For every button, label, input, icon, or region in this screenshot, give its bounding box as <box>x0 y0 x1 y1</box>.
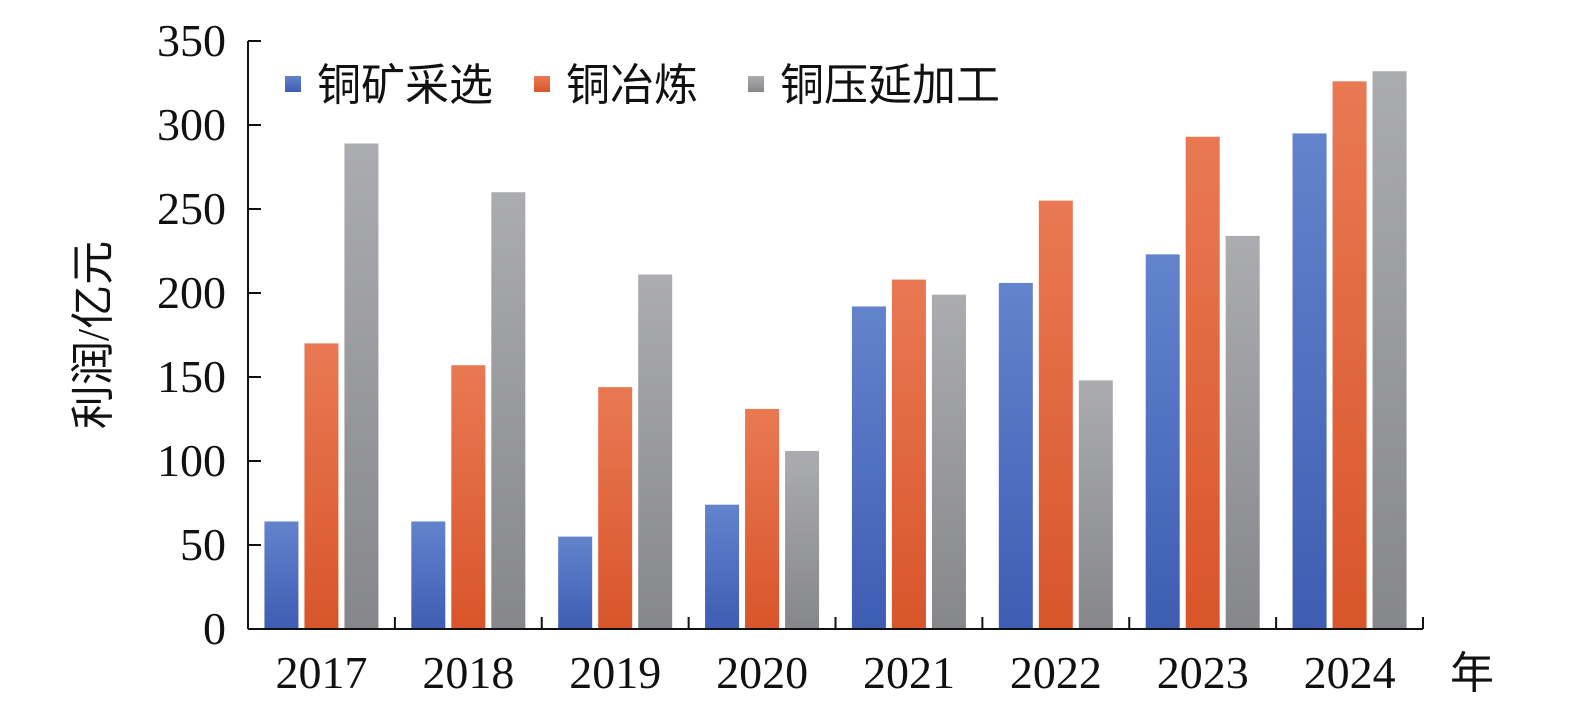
bar-铜压延加工-2019 <box>638 274 673 629</box>
x-tick-label: 2019 <box>569 647 661 698</box>
bar-铜冶炼-2020 <box>745 408 780 629</box>
legend: 铜矿采选 铜冶炼 铜压延加工 <box>285 61 1000 110</box>
y-tick-label: 300 <box>157 99 226 150</box>
bar-铜压延加工-2021 <box>931 294 966 629</box>
x-tick-label: 2021 <box>863 647 955 698</box>
bar-铜矿采选-2017 <box>264 521 299 629</box>
y-tick-label: 200 <box>157 267 226 318</box>
y-axis-label: 利润/亿元 <box>69 241 118 429</box>
bar-铜压延加工-2017 <box>344 143 379 630</box>
x-tick-label: 2024 <box>1304 647 1396 698</box>
bar-铜压延加工-2023 <box>1225 235 1260 629</box>
legend-swatch-2 <box>748 76 764 92</box>
y-tick-label: 250 <box>157 183 226 234</box>
y-tick-label: 150 <box>157 351 226 402</box>
x-tick-label: 2020 <box>716 647 808 698</box>
x-tick-label: 2022 <box>1010 647 1102 698</box>
bar-铜矿采选-2020 <box>705 504 740 629</box>
bar-铜冶炼-2017 <box>304 343 339 629</box>
bar-铜冶炼-2018 <box>451 365 486 629</box>
y-tick-label: 50 <box>180 519 226 570</box>
bar-铜压延加工-2024 <box>1372 71 1407 630</box>
bar-铜压延加工-2020 <box>785 450 820 629</box>
bar-铜冶炼-2021 <box>891 279 926 629</box>
y-tick-label: 350 <box>157 15 226 66</box>
x-tick-label: 2023 <box>1157 647 1249 698</box>
legend-label-2: 铜压延加工 <box>780 61 1000 110</box>
legend-swatch-1 <box>534 76 550 92</box>
bar-铜冶炼-2019 <box>598 387 633 629</box>
bar-铜冶炼-2024 <box>1332 81 1367 629</box>
legend-label-0: 铜矿采选 <box>317 61 493 110</box>
bar-铜矿采选-2021 <box>851 306 886 629</box>
y-tick-label: 0 <box>203 603 226 654</box>
bar-铜矿采选-2018 <box>411 521 446 629</box>
bar-铜压延加工-2018 <box>491 192 526 629</box>
bar-铜冶炼-2023 <box>1185 136 1220 629</box>
bar-铜冶炼-2022 <box>1038 200 1073 629</box>
x-axis-label: 年 <box>1450 649 1494 698</box>
legend-swatch-0 <box>285 76 301 92</box>
x-tick-label: 2017 <box>275 647 367 698</box>
bar-铜矿采选-2019 <box>558 536 593 629</box>
bar-铜矿采选-2022 <box>998 282 1033 629</box>
bar-铜矿采选-2024 <box>1292 133 1327 629</box>
legend-label-1: 铜冶炼 <box>566 61 698 110</box>
bar-铜压延加工-2022 <box>1078 380 1113 629</box>
y-tick-label: 100 <box>157 435 226 486</box>
x-tick-label: 2018 <box>422 647 514 698</box>
bar-铜矿采选-2023 <box>1145 254 1180 630</box>
